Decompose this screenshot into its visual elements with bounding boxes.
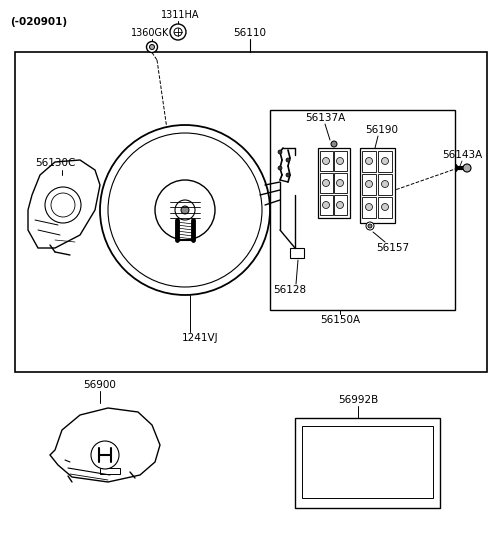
Bar <box>320 151 333 171</box>
Text: (-020901): (-020901) <box>10 17 67 27</box>
Circle shape <box>100 125 270 295</box>
Circle shape <box>322 157 330 164</box>
Text: 1311HA: 1311HA <box>161 10 199 20</box>
Bar <box>378 197 392 218</box>
Polygon shape <box>28 160 100 248</box>
Circle shape <box>108 133 262 287</box>
Bar <box>302 426 433 498</box>
Text: 56157: 56157 <box>376 243 410 253</box>
Circle shape <box>278 150 282 154</box>
Bar <box>318 148 350 218</box>
Text: 56110: 56110 <box>234 28 266 38</box>
Bar <box>378 151 392 172</box>
Circle shape <box>366 222 374 230</box>
Circle shape <box>91 441 119 469</box>
Bar <box>334 173 347 193</box>
Circle shape <box>174 28 182 36</box>
Bar <box>360 148 395 223</box>
Text: 56130C: 56130C <box>35 158 75 168</box>
Bar <box>295 418 440 508</box>
Polygon shape <box>207 195 240 240</box>
Circle shape <box>366 181 372 187</box>
Text: 56128: 56128 <box>274 285 306 295</box>
Circle shape <box>336 157 344 164</box>
Circle shape <box>331 141 337 147</box>
Bar <box>270 110 455 310</box>
Circle shape <box>150 45 154 50</box>
Circle shape <box>463 164 471 172</box>
Circle shape <box>181 206 189 214</box>
Circle shape <box>51 193 75 217</box>
Bar <box>378 174 392 195</box>
Text: 1241VJ: 1241VJ <box>182 333 218 343</box>
Circle shape <box>170 24 186 40</box>
Circle shape <box>336 180 344 187</box>
Circle shape <box>286 173 290 177</box>
Bar <box>334 151 347 171</box>
Bar <box>320 173 333 193</box>
Bar <box>334 195 347 215</box>
Bar <box>362 174 376 195</box>
Bar <box>362 197 376 218</box>
Circle shape <box>146 41 158 52</box>
Bar <box>362 151 376 172</box>
Text: 56137A: 56137A <box>305 113 345 123</box>
Bar <box>15 52 487 372</box>
Circle shape <box>322 180 330 187</box>
Text: 56190: 56190 <box>366 125 398 135</box>
Circle shape <box>382 204 388 211</box>
Circle shape <box>175 200 195 220</box>
Circle shape <box>382 181 388 187</box>
Text: 56992B: 56992B <box>338 395 378 405</box>
Bar <box>290 248 304 258</box>
Circle shape <box>45 187 81 223</box>
Circle shape <box>382 157 388 164</box>
Circle shape <box>322 201 330 209</box>
Circle shape <box>286 158 290 162</box>
Text: 1360GK: 1360GK <box>131 28 169 38</box>
Circle shape <box>336 201 344 209</box>
Bar <box>320 195 333 215</box>
Text: 56900: 56900 <box>84 380 116 390</box>
Bar <box>100 468 120 474</box>
Circle shape <box>368 224 372 228</box>
Circle shape <box>366 157 372 164</box>
Text: 56143A: 56143A <box>442 150 482 160</box>
Polygon shape <box>50 408 160 482</box>
Text: 56150A: 56150A <box>320 315 360 325</box>
Circle shape <box>278 166 282 170</box>
Circle shape <box>155 180 215 240</box>
Circle shape <box>366 204 372 211</box>
